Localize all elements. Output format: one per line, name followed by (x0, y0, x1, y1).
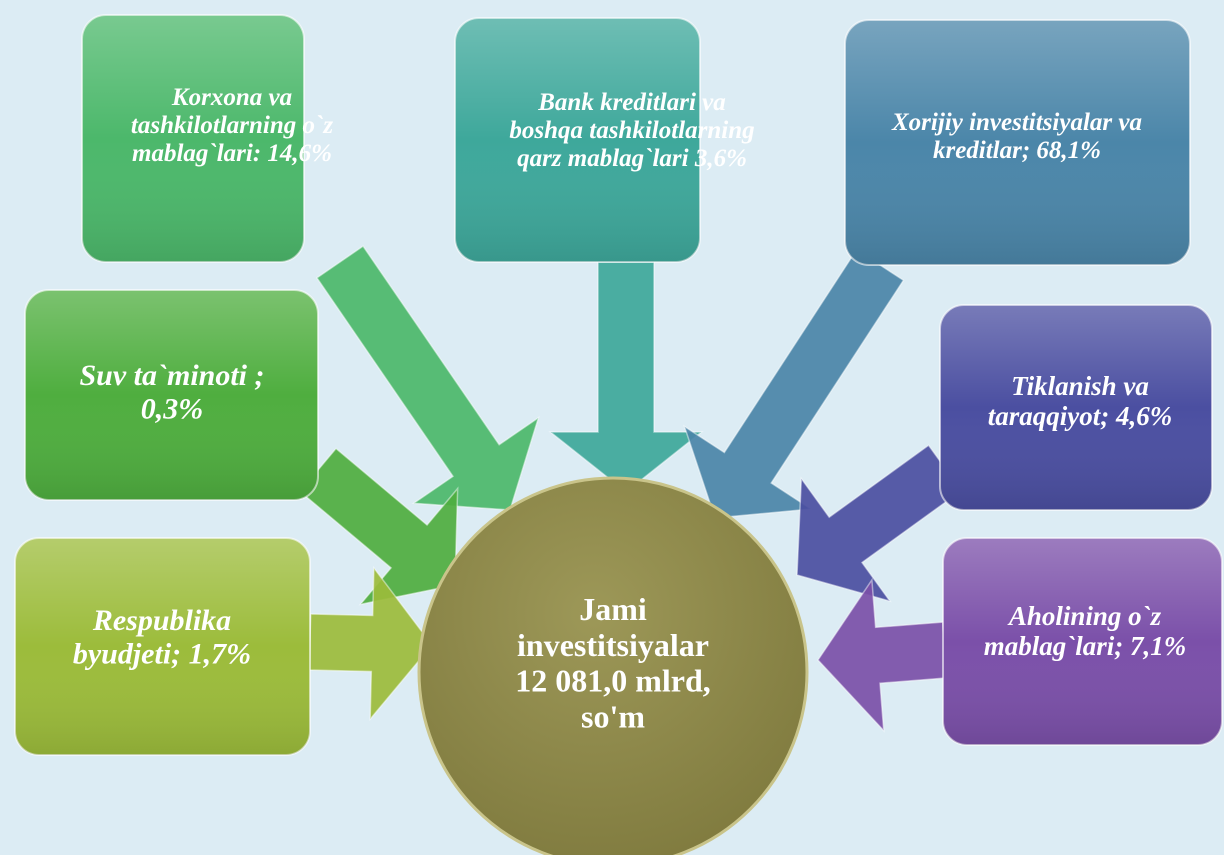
box-gloss (845, 20, 1190, 265)
text-line: boshqa tashkilotlarning (509, 117, 754, 144)
box-gloss (15, 538, 310, 755)
node-label: Suv ta`minoti ; 0,3% (79, 359, 264, 426)
text-line: Aholining o`z (1007, 601, 1162, 631)
arrow (298, 447, 459, 606)
text-line: so'm (581, 699, 645, 735)
text-line: 0,3% (141, 393, 204, 426)
box-gloss (82, 15, 304, 262)
text-line: tashkilotlarning o`z (131, 112, 333, 139)
node-label: Respublika byudjeti; 1,7% (73, 604, 251, 671)
arrow (817, 577, 949, 733)
text-line: qarz mablag`lari 3,6% (517, 145, 747, 172)
text-line: kreditlar; 68,1% (933, 137, 1101, 164)
text-line: investitsiyalar (517, 627, 709, 663)
center-label: Jami investitsiyalar 12 081,0 mlrd, so'm (515, 591, 711, 735)
node-label: Korxona va tashkilotlarning o`z mablag`lar… (131, 84, 333, 167)
box-gloss (455, 18, 700, 262)
arrow (315, 245, 540, 511)
node-label: Tiklanish va taraqqiyot; 4,6% (988, 371, 1172, 431)
text-line: mablag`lari; 7,1% (984, 631, 1187, 661)
box-gloss (943, 538, 1222, 745)
text-line: Tiklanish va (1011, 371, 1149, 401)
center-circle (417, 476, 809, 855)
arrow (548, 261, 704, 493)
text-line: 12 081,0 mlrd, (515, 663, 711, 699)
node-label: Aholining o`z mablag`lari; 7,1% (984, 601, 1187, 661)
text-line: byudjeti; 1,7% (73, 638, 251, 671)
box-gloss (25, 290, 318, 500)
text-line: Bank kreditlari va (537, 89, 726, 116)
text-line: Suv ta`minoti ; (79, 359, 264, 392)
arrow (683, 248, 905, 519)
text-line: Xorijiy investitsiyalar va (891, 109, 1142, 136)
box-gloss (940, 305, 1212, 510)
text-line: Respublika (92, 604, 231, 637)
text-line: mablag`lari: 14,6% (132, 140, 332, 167)
node-label: Xorijiy investitsiyalar va kreditlar; 68,… (891, 109, 1142, 164)
text-line: taraqqiyot; 4,6% (988, 401, 1172, 431)
node-label: Bank kreditlari va boshqa tashkilotlarnin… (509, 89, 754, 172)
arrow (308, 565, 433, 722)
arrow (796, 444, 963, 603)
text-line: Korxona va (171, 84, 292, 111)
text-line: Jami (579, 591, 647, 627)
